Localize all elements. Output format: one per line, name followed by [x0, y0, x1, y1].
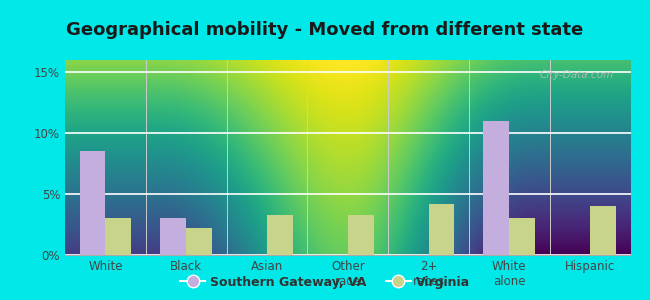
Text: Geographical mobility - Moved from different state: Geographical mobility - Moved from diffe…: [66, 21, 584, 39]
Bar: [590, 206, 616, 255]
Bar: [267, 215, 292, 255]
Bar: [484, 121, 510, 255]
Legend: Southern Gateway, VA, Virginia: Southern Gateway, VA, Virginia: [176, 271, 474, 294]
Bar: [510, 218, 535, 255]
Bar: [348, 215, 374, 255]
Bar: [428, 204, 454, 255]
Text: City-Data.com: City-Data.com: [540, 70, 614, 80]
Bar: [79, 152, 105, 255]
Bar: [105, 218, 131, 255]
Bar: [186, 228, 212, 255]
Bar: [161, 218, 186, 255]
